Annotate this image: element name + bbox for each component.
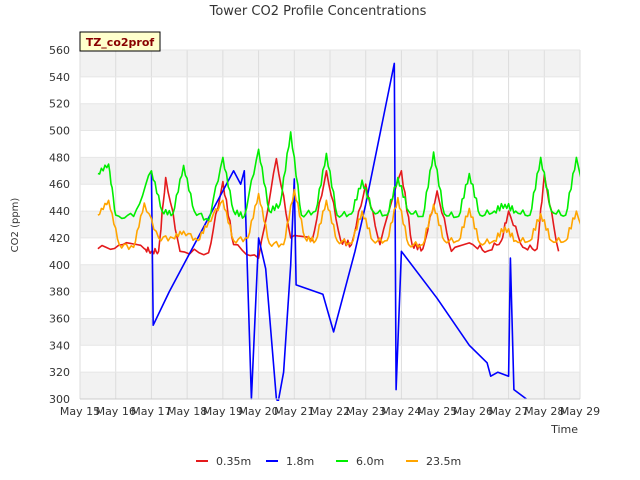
badge: TZ_co2prof (79, 31, 161, 52)
y-tick-label: 440 (49, 205, 70, 218)
legend-label: 23.5m (426, 455, 461, 468)
x-tick-label: May 19 (203, 405, 243, 418)
chart-title: Tower CO2 Profile Concentrations (209, 4, 427, 19)
x-tick-label: May 28 (524, 405, 564, 418)
y-tick-label: 320 (49, 366, 70, 379)
x-tick-label: May 21 (274, 405, 314, 418)
series-line-1.8m (150, 62, 527, 401)
x-tick-label: May 23 (346, 405, 386, 418)
x-tick-label: May 24 (381, 405, 421, 418)
badge-box (79, 31, 161, 52)
x-tick-label: May 16 (96, 405, 136, 418)
x-tick-label: May 17 (131, 405, 171, 418)
x-tick-label: May 25 (417, 405, 457, 418)
x-tick-label: May 22 (310, 405, 350, 418)
y-tick-label: 560 (49, 44, 70, 57)
x-tick-label: May 15 (60, 405, 100, 418)
y-tick-label: 480 (49, 151, 70, 164)
badge-label: TZ_co2prof (86, 36, 155, 49)
x-tick-label: May 20 (238, 405, 278, 418)
y-tick-label: 400 (49, 259, 70, 272)
y-tick-label: 520 (49, 98, 70, 111)
x-tick-label: May 18 (167, 405, 207, 418)
x-axis-label: Time (550, 423, 578, 436)
x-tick-label: May 29 (560, 405, 600, 418)
legend-label: 6.0m (356, 455, 384, 468)
legend: 0.35m 1.8m 6.0m 23.5m (196, 455, 461, 468)
y-tick-label: 380 (49, 286, 70, 299)
y-tick-label: 360 (49, 312, 70, 325)
legend-label: 1.8m (286, 455, 314, 468)
y-tick-label: 340 (49, 339, 70, 352)
x-tick-label: May 26 (453, 405, 493, 418)
y-axis-label: CO2 (ppm) (10, 198, 21, 253)
y-tick-label: 420 (49, 232, 70, 245)
series-line-0.35m (97, 157, 560, 259)
y-axis: 300 320 340 360 380 400 420 440 460 480 500 520 540 5… (49, 44, 70, 406)
x-tick-label: May 27 (488, 405, 528, 418)
series-line-23.5m (97, 188, 580, 251)
y-tick-label: 460 (49, 178, 70, 191)
y-tick-label: 540 (49, 71, 70, 84)
y-tick-label: 300 (49, 393, 70, 406)
legend-label: 0.35m (216, 455, 251, 468)
y-tick-label: 500 (49, 125, 70, 138)
series-line-6.0m (97, 131, 580, 222)
series-layer (97, 62, 580, 401)
